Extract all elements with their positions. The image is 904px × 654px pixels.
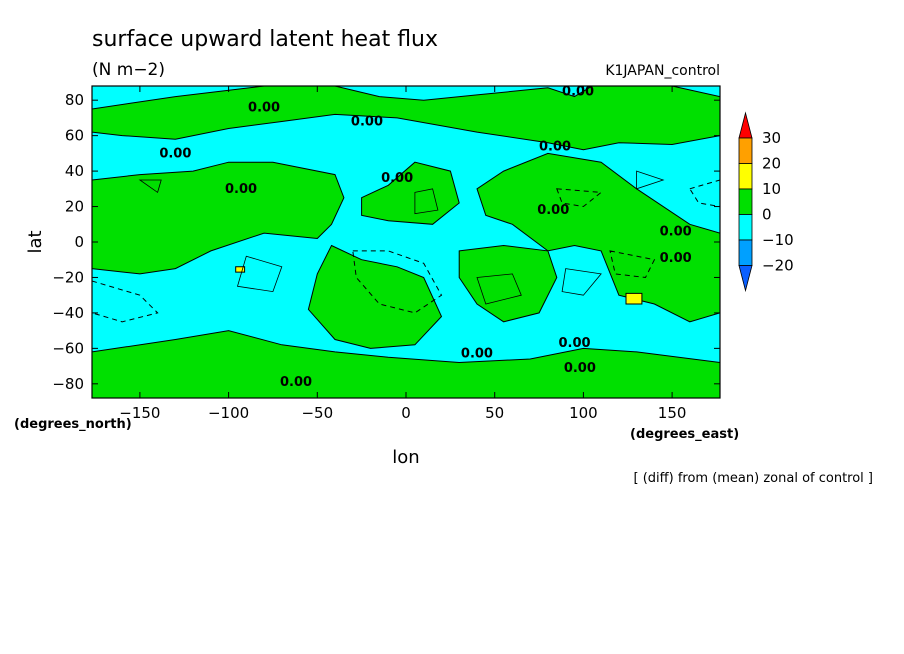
x-tick-label-4: 50 [485,404,504,422]
solid-contour-5 [636,170,665,190]
x-tick-label-3: 0 [401,404,411,422]
dashed-contour-1 [92,280,159,323]
y-tick-label-4: 0 [74,233,84,251]
colorbar-band--10_to_0 [738,214,753,241]
colorbar-band-0_to_10 [738,188,753,215]
region-0-to-10-4 [476,152,720,323]
colorbar-label-1: 20 [762,155,781,173]
region-0-to-10-3 [361,161,460,225]
colorbar-label-3: 0 [762,206,772,224]
y-tick-label-1: 60 [65,127,84,145]
colorbar-label-0: 30 [762,129,781,147]
chart-units: (N m−2) [92,60,165,80]
region-0-to-10-5 [458,244,558,323]
contour-label-8: 0.00 [660,224,692,239]
contour-label-13: 0.00 [280,375,312,390]
colorbar-label-5: −20 [762,257,794,275]
region-0-to-10-6 [92,330,720,398]
footnote: [ (diff) from (mean) zonal of control ] [634,471,873,486]
solid-contour-3 [476,273,522,305]
x-tick-label-2: −50 [301,404,333,422]
y-tick-label-5: −20 [52,268,84,286]
colorbar-bottom-arrow [738,265,753,293]
y-axis-label: lat [25,230,46,253]
x-tick-label-0: −150 [119,404,160,422]
y-tick-label-6: −40 [52,304,84,322]
y-tick-label-3: 20 [65,198,84,216]
x-unit-label: (degrees_east) [630,427,739,442]
contour-label-10: 0.00 [461,347,493,362]
y-tick-label-0: 80 [65,91,84,109]
contour-label-3: 0.00 [539,139,571,154]
dashed-contour-3 [556,188,603,208]
contour-label-0: 0.00 [562,84,594,99]
x-tick-label-6: 150 [658,404,687,422]
solid-contour-1 [414,188,439,215]
contour-label-2: 0.00 [351,114,383,129]
run-label: K1JAPAN_control [605,63,720,79]
colorbar-band-10_to_20 [738,163,753,190]
dashed-contour-2 [609,250,656,279]
contour-label-9: 0.00 [660,251,692,266]
dashed-contour-0 [352,250,443,314]
x-tick-label-1: −100 [208,404,249,422]
x-tick-label-5: 100 [569,404,598,422]
colorbar-band--20_to_-10 [738,239,753,266]
colorbar-band-20_to_30 [738,137,753,164]
region-0-to-10-2 [307,244,443,349]
contour-label-11: 0.00 [558,336,590,351]
dashed-contour-4 [689,179,720,208]
contour-label-12: 0.00 [564,361,596,376]
y-tick-label-7: −60 [52,339,84,357]
contour-label-5: 0.00 [381,171,413,186]
y-tick-label-8: −80 [52,375,84,393]
contour-label-4: 0.00 [159,146,191,161]
y-unit-label: (degrees_north) [14,417,132,432]
solid-contour-0 [236,255,283,293]
plot-area: 0.00 0.00 0.00 0.00 0.00 0.00 0.00 0.00 0.00 0.00… [91,84,721,399]
colorbar-label-2: 10 [762,180,781,198]
solid-contour-2 [138,179,162,194]
colorbar: 30 20 10 0 −10 −20 [738,111,794,293]
region-10-to-20-1 [625,292,643,305]
solid-contour-4 [561,268,602,296]
contour-label-1: 0.00 [248,100,280,115]
region-0-to-10-0 [92,86,720,151]
y-tick-label-2: 40 [65,162,84,180]
colorbar-label-4: −10 [762,231,794,249]
contour-label-7: 0.00 [537,203,569,218]
x-axis-label: lon [392,447,419,468]
colorbar-top-arrow [738,111,753,139]
contour-label-6: 0.00 [225,182,257,197]
chart-title: surface upward latent heat flux [92,27,438,52]
